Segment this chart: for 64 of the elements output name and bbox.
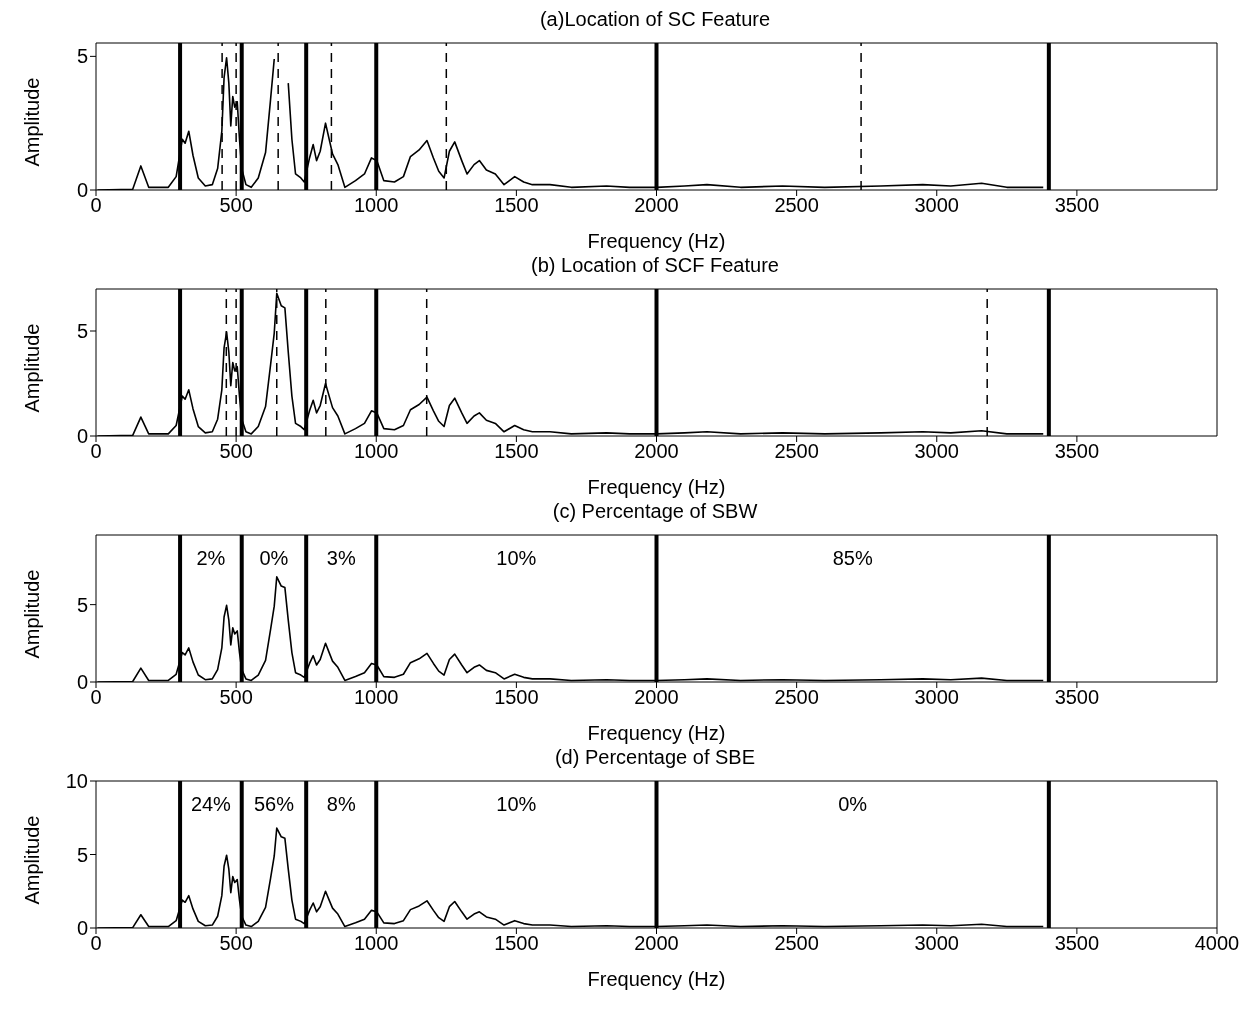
x-tick-label: 500 xyxy=(219,932,253,955)
x-tick-label: 0 xyxy=(90,194,102,217)
x-tick-label: 500 xyxy=(219,440,253,463)
y-tick-label: 5 xyxy=(76,593,88,616)
chart-title: (c) Percentage of SBW xyxy=(551,500,759,522)
chart-title: (d) Percentage of SBE xyxy=(553,746,757,768)
y-tick-label: 0 xyxy=(76,425,88,448)
y-axis-title: Amplitude xyxy=(21,77,44,167)
x-tick-label: 3000 xyxy=(914,686,959,709)
y-tick-label: 5 xyxy=(76,45,88,68)
x-tick-label: 2500 xyxy=(774,686,819,709)
x-tick-label: 2000 xyxy=(634,932,679,955)
x-tick-label: 1500 xyxy=(494,686,539,709)
annotation: 24% xyxy=(190,793,232,816)
y-axis-title: Amplitude xyxy=(21,569,44,659)
x-tick-label: 1000 xyxy=(354,686,399,709)
x-tick-label: 2500 xyxy=(774,440,819,463)
x-tick-label: 3500 xyxy=(1054,440,1100,463)
x-tick-label: 1500 xyxy=(494,932,539,955)
y-axis-title: Amplitude xyxy=(21,815,44,905)
annotation: 0% xyxy=(259,547,289,570)
x-tick-label: 500 xyxy=(219,194,253,217)
x-tick-label: 0 xyxy=(90,440,102,463)
x-axis-title: Frequency (Hz) xyxy=(587,968,726,990)
y-tick-label: 5 xyxy=(76,843,88,866)
x-tick-label: 3000 xyxy=(914,194,959,217)
annotation: 10% xyxy=(496,547,537,570)
annotation: 0% xyxy=(838,793,868,816)
x-tick-label: 1000 xyxy=(354,440,399,463)
x-tick-label: 3500 xyxy=(1054,932,1100,955)
y-tick-label: 10 xyxy=(65,770,88,793)
x-tick-label: 0 xyxy=(90,932,102,955)
x-tick-label: 3000 xyxy=(914,932,959,955)
annotation: 8% xyxy=(326,793,356,816)
x-tick-label: 3500 xyxy=(1054,686,1100,709)
x-tick-label: 1000 xyxy=(354,932,399,955)
annotation: 10% xyxy=(496,793,537,816)
x-tick-label: 4000 xyxy=(1194,932,1240,955)
annotation: 85% xyxy=(832,547,873,570)
y-tick-label: 5 xyxy=(76,320,88,343)
x-tick-label: 2000 xyxy=(634,440,679,463)
annotation: 3% xyxy=(326,547,356,570)
x-tick-label: 3000 xyxy=(914,440,959,463)
x-tick-label: 3500 xyxy=(1054,194,1100,217)
x-tick-label: 2500 xyxy=(774,194,819,217)
x-axis-title: Frequency (Hz) xyxy=(587,722,726,744)
x-tick-label: 2500 xyxy=(774,932,819,955)
x-tick-label: 1500 xyxy=(494,440,539,463)
x-tick-label: 2000 xyxy=(634,686,679,709)
y-tick-label: 0 xyxy=(76,671,88,694)
x-tick-label: 0 xyxy=(90,686,102,709)
x-axis-title: Frequency (Hz) xyxy=(587,230,726,252)
x-axis-title: Frequency (Hz) xyxy=(587,476,726,498)
x-tick-label: 2000 xyxy=(634,194,679,217)
annotation: 2% xyxy=(196,547,226,570)
y-tick-label: 0 xyxy=(76,179,88,202)
x-tick-label: 1500 xyxy=(494,194,539,217)
annotation: 56% xyxy=(253,793,295,816)
chart-title: (b) Location of SCF Feature xyxy=(530,254,780,276)
y-tick-label: 0 xyxy=(76,917,88,940)
chart-title: (a)Location of SC Feature xyxy=(538,8,772,30)
x-tick-label: 1000 xyxy=(354,194,399,217)
y-axis-title: Amplitude xyxy=(21,323,44,413)
x-tick-label: 500 xyxy=(219,686,253,709)
